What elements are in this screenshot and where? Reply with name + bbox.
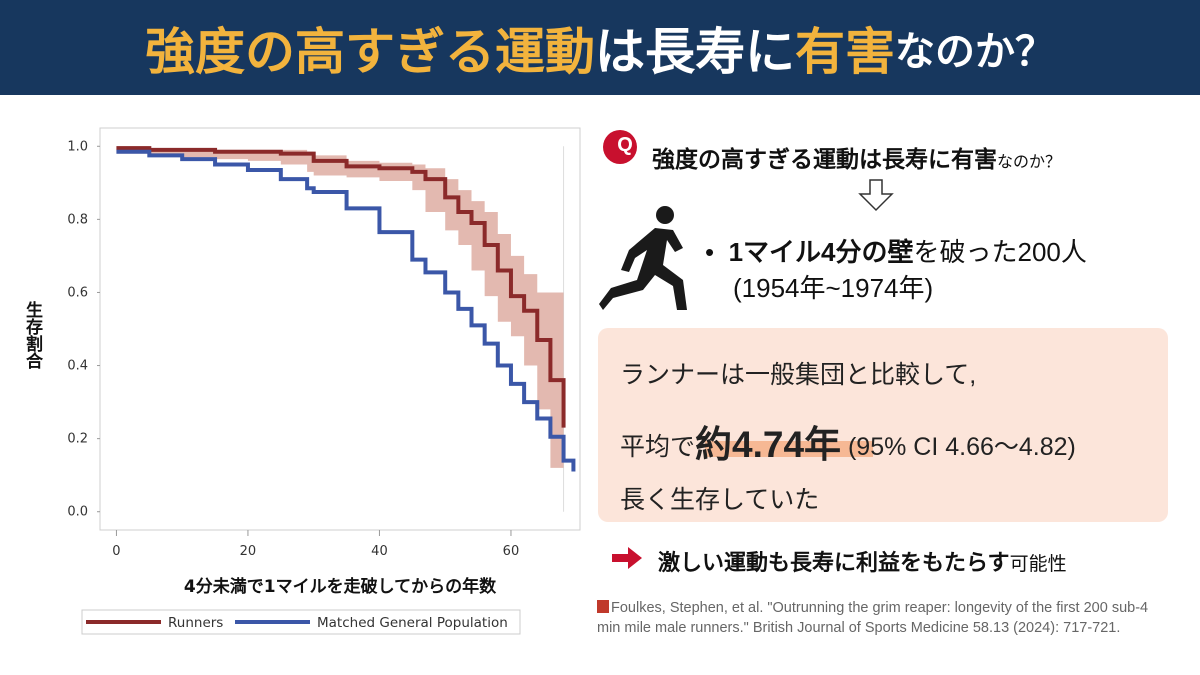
q-badge [603, 130, 637, 164]
summary-highlight: 約4.74年 [695, 424, 842, 465]
conclusion-bold: 激しい運動も長寿に利益をもたらす [658, 550, 1010, 575]
question-suffix: なのか？ [997, 154, 1062, 171]
y-tick-label: 0.0 [67, 505, 88, 520]
summary-prefix: 平均で [620, 433, 696, 461]
conclusion: 激しい運動も長寿に利益をもたらす可能性 [658, 545, 1067, 577]
x-axis-label: 4分未満で1マイルを走破してからの年数 [184, 576, 497, 597]
plot-frame [99, 127, 581, 531]
question: 強度の高すぎる運動は長寿に有害なのか？ [652, 140, 1061, 174]
citation: Foulkes, Stephen, et al. "Outrunning the… [597, 600, 1149, 636]
y-tick-label: 0.6 [67, 285, 88, 300]
title-part: 有害 [795, 23, 895, 80]
title-part: 強度の高すぎる運動 [145, 23, 595, 80]
bullet-period: (1954年~1974年) [733, 273, 934, 303]
title-part: なのか？ [895, 29, 1055, 74]
down-arrow [858, 179, 894, 212]
y-axis-label: 生存割合 [22, 300, 43, 370]
bullet: • 1マイル4分の壁を破った200人 [705, 237, 1087, 267]
chart: 0.0 0.2 0.4 0.6 0.8 1.0 0 20 40 60 4分未満で1マイルを走破してか… [22, 127, 581, 635]
highlight-bar [705, 441, 873, 457]
bullet-text: を破った200人 [913, 237, 1087, 267]
x-tick-label: 40 [371, 544, 388, 559]
decor [599, 130, 894, 310]
confidence-band [116, 146, 564, 468]
title-part: は長寿に [595, 23, 795, 80]
bullet-bold: 1マイル4分の壁 [728, 237, 914, 267]
summary-line: ランナーは一般集団と比較して, [620, 361, 977, 389]
summary-line: 長く生存していた [620, 486, 820, 514]
series-line [116, 146, 566, 428]
summary-ci: (95% CI 4.66〜4.82) [847, 433, 1076, 461]
y-tick-label: 0.4 [67, 359, 88, 374]
runner-icon [599, 206, 687, 310]
book-icon [597, 600, 609, 613]
series-line [116, 149, 576, 472]
arrow-icon [612, 547, 642, 569]
x-tick-label: 0 [112, 544, 120, 559]
conclusion-suffix: 可能性 [1009, 554, 1067, 575]
y-tick-label: 0.2 [67, 432, 88, 447]
y-tick-label: 1.0 [67, 139, 88, 154]
legend-label: Matched General Population [317, 615, 508, 631]
y-tick-label: 0.8 [67, 212, 88, 227]
summary-box [598, 328, 1168, 522]
question-text: 強度の高すぎる運動は長寿に有害 [652, 146, 997, 172]
header: 強度の高すぎる運動 は長寿に 有害 なのか？ [0, 0, 1200, 95]
legend-label: Runners [168, 615, 223, 631]
x-tick-label: 20 [240, 544, 257, 559]
q-label: Q [617, 134, 633, 156]
x-tick-label: 60 [503, 544, 520, 559]
summary-line: 平均で約4.74年 (95% CI 4.66〜4.82) [620, 412, 1076, 466]
